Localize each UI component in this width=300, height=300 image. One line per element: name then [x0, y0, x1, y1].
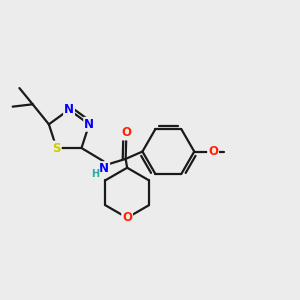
- Text: N: N: [99, 162, 109, 175]
- Text: O: O: [122, 211, 132, 224]
- Text: N: N: [64, 103, 74, 116]
- Text: N: N: [84, 118, 94, 131]
- Text: S: S: [52, 142, 61, 154]
- Text: H: H: [91, 169, 99, 178]
- Text: O: O: [208, 145, 218, 158]
- Text: O: O: [121, 127, 131, 140]
